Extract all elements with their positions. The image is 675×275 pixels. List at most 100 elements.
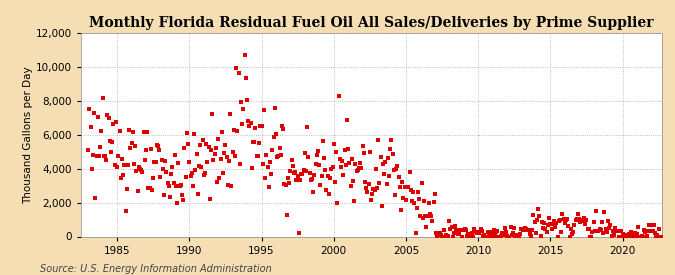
Point [546, 227, 557, 231]
Point [103, 116, 114, 120]
Point [537, 219, 547, 224]
Point [521, 227, 532, 232]
Point [560, 221, 570, 226]
Point [179, 146, 190, 150]
Point [460, 227, 471, 232]
Point [481, 234, 492, 239]
Point [486, 233, 497, 238]
Point [645, 222, 655, 227]
Point [392, 164, 403, 168]
Point [183, 142, 194, 147]
Point [643, 229, 653, 233]
Point [452, 232, 463, 236]
Point [94, 153, 105, 158]
Point [600, 226, 611, 231]
Point [624, 234, 635, 239]
Point [148, 176, 159, 181]
Point [360, 179, 371, 184]
Point [109, 163, 120, 167]
Point [194, 143, 205, 147]
Point [396, 208, 406, 213]
Point [257, 162, 268, 166]
Point [425, 212, 435, 216]
Point [197, 138, 208, 143]
Point [342, 118, 352, 123]
Point [529, 220, 540, 224]
Point [111, 164, 122, 169]
Point [333, 94, 344, 98]
Point [643, 223, 654, 227]
Point [488, 228, 499, 232]
Point [612, 229, 623, 233]
Point [221, 155, 232, 160]
Point [449, 231, 460, 235]
Point [594, 227, 605, 231]
Point [220, 142, 231, 147]
Point [325, 176, 335, 180]
Point [586, 234, 597, 239]
Point [404, 169, 415, 174]
Point [188, 184, 198, 188]
Point [383, 156, 394, 161]
Point [184, 160, 194, 164]
Point [502, 233, 512, 238]
Point [531, 230, 541, 235]
Point [161, 170, 172, 174]
Point [641, 233, 652, 238]
Point [120, 209, 131, 213]
Point [146, 188, 157, 192]
Point [95, 145, 106, 149]
Point [591, 209, 601, 213]
Point [545, 222, 556, 227]
Point [527, 228, 538, 232]
Point [468, 234, 479, 239]
Point [177, 193, 188, 197]
Point [626, 230, 637, 235]
Point [611, 229, 622, 233]
Point [380, 160, 391, 164]
Point [422, 214, 433, 218]
Point [320, 167, 331, 172]
Point [137, 170, 148, 174]
Point [319, 155, 329, 160]
Point [517, 228, 528, 232]
Point [144, 186, 155, 190]
Point [134, 165, 144, 170]
Point [313, 149, 323, 154]
Point [599, 209, 610, 214]
Point [189, 132, 200, 136]
Point [265, 160, 275, 164]
Point [331, 149, 342, 154]
Point [426, 214, 437, 219]
Point [491, 229, 502, 234]
Point [349, 199, 360, 204]
Point [470, 230, 481, 234]
Point [114, 128, 125, 133]
Point [291, 178, 302, 182]
Point [190, 168, 200, 172]
Point [215, 157, 226, 161]
Point [346, 157, 357, 161]
Point [409, 201, 420, 205]
Point [524, 232, 535, 236]
Point [574, 217, 585, 221]
Point [226, 183, 237, 188]
Point [505, 225, 516, 229]
Point [415, 213, 426, 218]
Point [240, 75, 251, 80]
Point [334, 156, 345, 161]
Point [411, 206, 422, 210]
Point [234, 71, 244, 75]
Point [541, 230, 552, 234]
Point [462, 233, 472, 238]
Point [522, 228, 533, 232]
Point [570, 218, 581, 222]
Point [605, 223, 616, 228]
Point [598, 231, 609, 235]
Point [154, 148, 165, 152]
Point [256, 123, 267, 128]
Point [391, 167, 402, 171]
Point [516, 227, 526, 231]
Point [623, 232, 634, 236]
Point [592, 229, 603, 233]
